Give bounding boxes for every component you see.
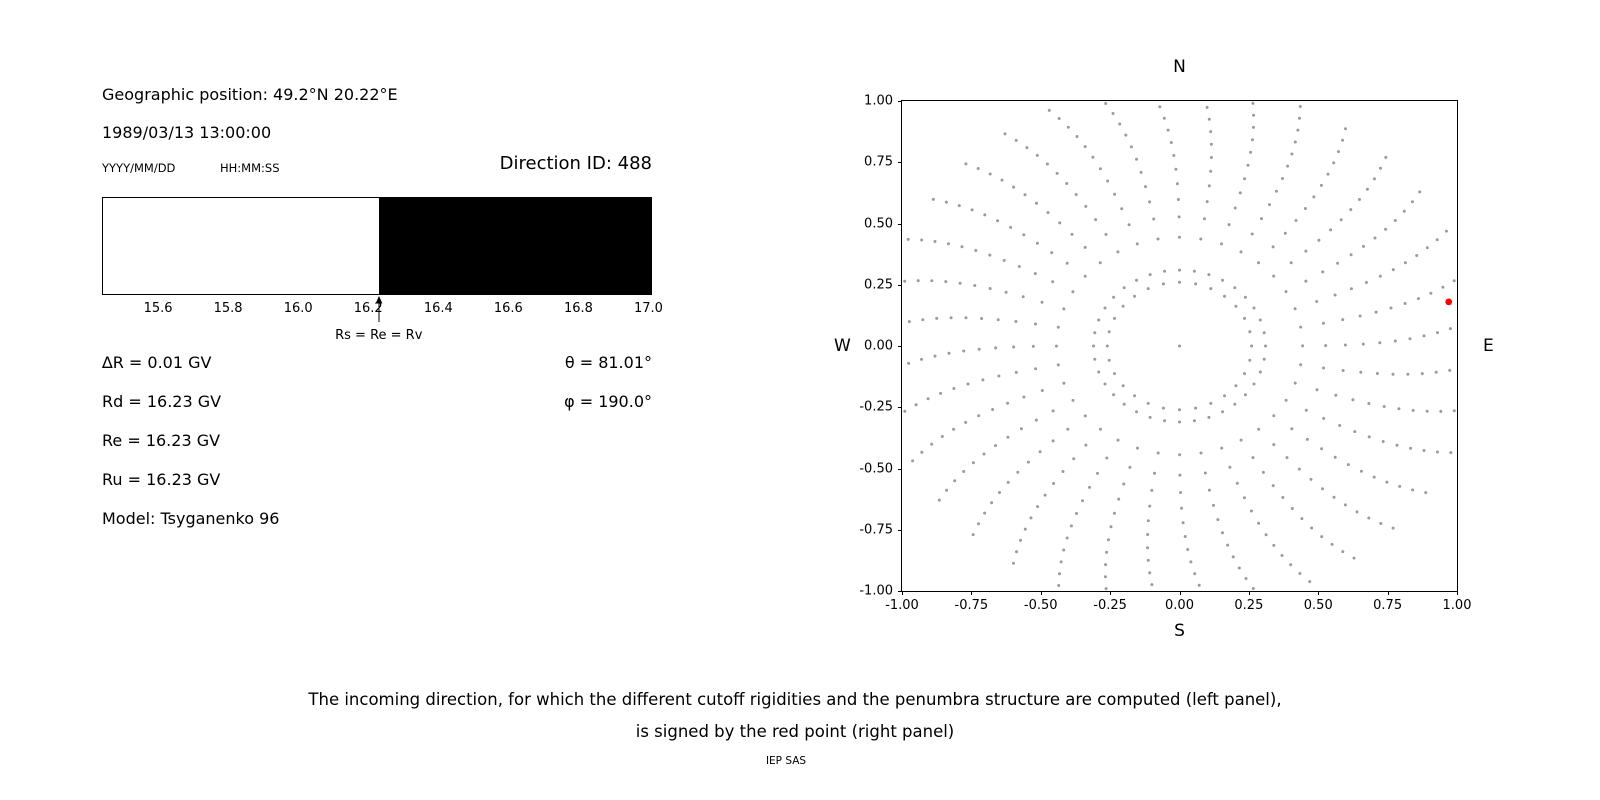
value-line: Re = 16.23 GV xyxy=(102,431,221,450)
value-line: Ru = 16.23 GV xyxy=(102,470,221,489)
penumbra-spectrum-plot xyxy=(102,197,652,295)
x-tick-mark xyxy=(902,591,903,595)
caption-line2: is signed by the red point (right panel) xyxy=(635,722,955,741)
y-tick-mark xyxy=(898,223,902,225)
compass-west-label: W xyxy=(834,336,851,356)
datetime-text: 1989/03/13 13:00:00 xyxy=(102,123,272,142)
spectrum-x-tick-label: 16.0 xyxy=(283,301,313,316)
y-tick-label: 0.50 xyxy=(864,216,893,231)
cutoff-rigidity-panel: Geographic position: 49.2°N 20.22°E 1989… xyxy=(102,85,663,565)
x-tick-label: -0.50 xyxy=(1023,598,1058,613)
x-tick-mark xyxy=(1318,591,1320,595)
compass-north-label: N xyxy=(1173,57,1186,77)
y-tick-label: 1.00 xyxy=(864,93,893,109)
spectrum-x-ticks: 15.6 15.8 16.0 16.2 16.4 16.6 16.8 17.0 xyxy=(102,301,663,317)
figure-caption: The incoming direction, for which the di… xyxy=(0,684,1590,748)
y-tick-label: -0.50 xyxy=(859,461,893,476)
x-tick-mark xyxy=(971,591,973,595)
spectrum-x-tick-label: 16.6 xyxy=(493,301,523,316)
forbidden-region xyxy=(378,198,651,294)
value-line: φ = 190.0° xyxy=(564,392,652,411)
rs-arrow-icon xyxy=(374,296,384,322)
x-tick-label: 0.25 xyxy=(1234,598,1264,613)
y-tick-mark xyxy=(898,468,902,470)
y-tick-label: -0.25 xyxy=(859,399,893,415)
x-tick-mark xyxy=(1110,591,1112,595)
y-tick-mark xyxy=(898,346,902,347)
x-tick-mark xyxy=(1040,591,1042,595)
x-tick-mark xyxy=(1248,591,1250,595)
compass-south-label: S xyxy=(1174,621,1185,641)
spectrum-x-tick-label: 16.8 xyxy=(563,301,593,316)
value-line: θ = 81.01° xyxy=(564,353,652,372)
direction-id-text: Direction ID: 488 xyxy=(499,153,652,174)
credit-text: IEP SAS xyxy=(765,755,807,767)
x-tick-label: 0.50 xyxy=(1303,598,1333,613)
date-format-label: YYYY/MM/DD xyxy=(102,161,176,175)
x-tick-label: -0.75 xyxy=(954,598,989,613)
spectrum-x-tick-label: 15.8 xyxy=(213,301,243,316)
x-tick-label: -0.25 xyxy=(1093,598,1127,613)
y-tick-mark xyxy=(898,162,902,164)
y-tick-mark xyxy=(898,407,902,409)
x-tick-label: 0.00 xyxy=(1165,598,1194,613)
y-tick-label: -0.75 xyxy=(859,522,893,538)
x-tick-mark xyxy=(1457,591,1458,595)
y-tick-label: 0.75 xyxy=(864,154,893,170)
y-tick-mark xyxy=(898,529,902,531)
x-tick-label: 0.75 xyxy=(1373,598,1403,613)
value-line: Rd = 16.23 GV xyxy=(102,392,222,411)
asymptotic-direction-panel: N S W E -1.00 -0.75 -0.50 -0.25 0.00 0.25 0.50… xyxy=(834,57,1494,641)
geo-position-text: Geographic position: 49.2°N 20.22°E xyxy=(102,85,398,104)
spectrum-x-tick-label: 16.2 xyxy=(353,301,383,316)
y-tick-mark xyxy=(898,101,902,102)
caption-line1: The incoming direction, for which the di… xyxy=(308,690,1282,709)
rigidity-values: ∆R = 0.01 GV Rd = 16.23 GV Re = 16.23 GV Ru… xyxy=(102,353,279,548)
asymptotic-direction-scatter xyxy=(903,101,1456,591)
y-tick-label: 0.00 xyxy=(864,338,893,354)
x-tick-label: -1.00 xyxy=(885,598,919,613)
y-tick-label: 0.25 xyxy=(864,277,893,293)
spectrum-x-tick-label: 17.0 xyxy=(634,301,663,316)
angle-values: θ = 81.01° φ = 190.0° xyxy=(564,353,652,431)
spectrum-x-tick-label: 15.6 xyxy=(143,301,173,316)
x-tick-mark xyxy=(1179,591,1181,595)
x-tick-mark xyxy=(1387,591,1389,595)
compass-east-label: E xyxy=(1483,336,1494,356)
x-tick-label: 1.00 xyxy=(1442,598,1472,613)
value-line: Model: Tsyganenko 96 xyxy=(102,509,280,528)
y-tick-label: -1.00 xyxy=(859,583,893,599)
y-tick-mark xyxy=(898,591,902,592)
rs-annotation: Rs = Re = Rv xyxy=(335,328,423,343)
y-tick-mark xyxy=(898,284,902,286)
spectrum-x-tick-label: 16.4 xyxy=(423,301,453,316)
value-line: ∆R = 0.01 GV xyxy=(102,353,212,372)
time-format-label: HH:MM:SS xyxy=(220,161,280,175)
